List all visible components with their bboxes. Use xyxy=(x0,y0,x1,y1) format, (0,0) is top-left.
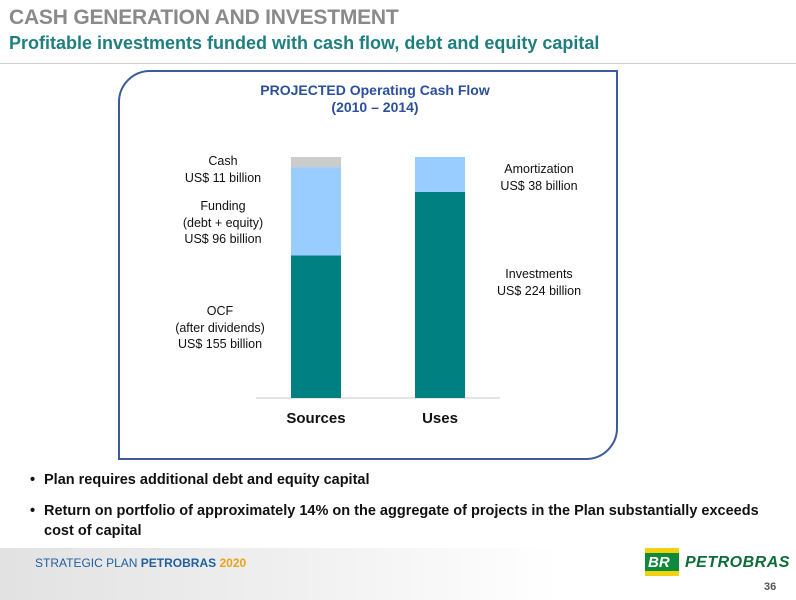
slide-subtitle: Profitable investments funded with cash … xyxy=(9,33,600,53)
annotation-funding-line2: (debt + equity) xyxy=(182,215,264,230)
annotation-ocf-line3: US$ 155 billion xyxy=(177,337,263,351)
bullet-list: • Plan requires additional debt and equi… xyxy=(30,470,770,552)
bar-segment-sources-2 xyxy=(291,157,341,168)
bar-segment-uses-3 xyxy=(415,191,465,398)
slide-title: CASH GENERATION AND INVESTMENT xyxy=(9,6,399,29)
page-number: 36 xyxy=(764,581,777,593)
logo-mark: BR xyxy=(648,554,670,571)
chart-subtitle: (2010 – 2014) xyxy=(331,99,419,115)
petrobras-logo: BR PETROBRAS xyxy=(645,548,789,578)
bullet-item: • Return on portfolio of approximately 1… xyxy=(30,501,770,541)
bar-segment-sources-1 xyxy=(291,167,341,256)
header-divider xyxy=(0,63,796,64)
annotation-ocf: OCF (after dividends) US$ 155 billion xyxy=(162,303,278,353)
annotation-funding-line3: US$ 96 billion xyxy=(184,232,262,246)
annotation-funding-line1: Funding xyxy=(200,199,246,213)
footer-label-prefix: STRATEGIC PLAN xyxy=(35,556,141,570)
annotation-cash: Cash US$ 11 billion xyxy=(168,153,278,186)
bullet-dot-icon: • xyxy=(30,503,36,519)
br-logo-icon: BR xyxy=(645,548,679,576)
annotation-funding: Funding (debt + equity) US$ 96 billion xyxy=(168,198,278,248)
bar-segment-sources-0 xyxy=(291,255,341,398)
annotation-investments-line1: Investments xyxy=(505,267,573,281)
annotation-cash-line1: Cash xyxy=(208,154,238,168)
logo-stripe-top xyxy=(645,548,679,553)
bullet-text: Plan requires additional debt and equity… xyxy=(44,472,370,488)
chart-title: PROJECTED Operating Cash Flow xyxy=(260,82,490,98)
annotation-investments-line2: US$ 224 billion xyxy=(496,283,582,298)
category-label-uses: Uses xyxy=(422,410,458,427)
footer-label-year: 2020 xyxy=(219,556,247,570)
logo-stripe-bottom xyxy=(645,571,679,576)
annotation-investments: Investments US$ 224 billion xyxy=(484,266,594,299)
annotation-amortization-line2: US$ 38 billion xyxy=(500,178,578,193)
footer-label: STRATEGIC PLAN PETROBRAS 2020 xyxy=(35,556,246,570)
annotation-cash-line2: US$ 11 billion xyxy=(184,170,262,185)
chart-title-block: PROJECTED Operating Cash Flow (2010 – 20… xyxy=(230,82,520,116)
annotation-amortization-line1: Amortization xyxy=(504,162,574,176)
logo-wordmark: PETROBRAS xyxy=(685,554,790,571)
footer-label-brand: PETROBRAS xyxy=(140,556,217,570)
annotation-ocf-line1: OCF xyxy=(206,304,234,318)
bullet-dot-icon: • xyxy=(30,472,36,488)
category-label-sources: Sources xyxy=(286,410,345,427)
bullet-text: Return on portfolio of approximately 14%… xyxy=(44,503,759,539)
annotation-amortization: Amortization US$ 38 billion xyxy=(484,161,594,194)
chart-panel xyxy=(118,70,618,460)
bullet-item: • Plan requires additional debt and equi… xyxy=(30,470,770,490)
annotation-ocf-line2: (after dividends) xyxy=(175,320,265,335)
bar-segment-uses-4 xyxy=(415,157,465,192)
